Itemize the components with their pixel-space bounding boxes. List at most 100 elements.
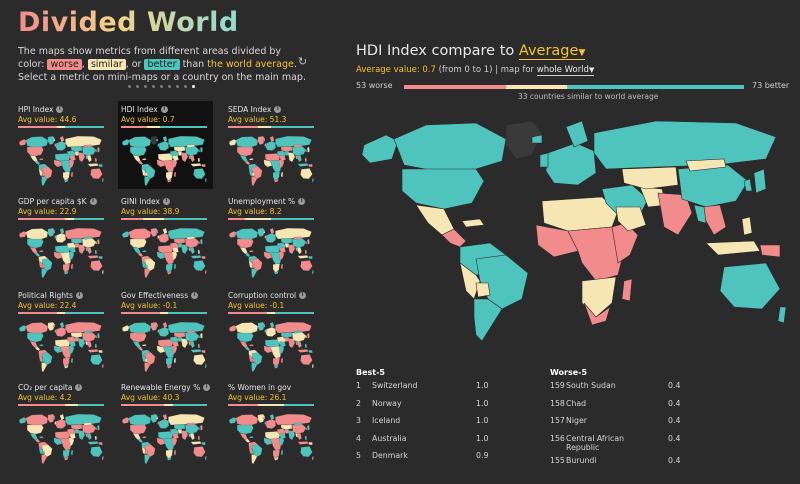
- country-arabia[interactable]: [172, 341, 179, 348]
- country-west-africa[interactable]: [263, 251, 273, 260]
- country-korea[interactable]: [743, 178, 753, 192]
- country-myanmar[interactable]: [295, 341, 298, 346]
- country-scandinavia[interactable]: [162, 414, 168, 421]
- country-west-africa[interactable]: [263, 159, 273, 168]
- country-arabia[interactable]: [69, 247, 76, 254]
- country-caribbean[interactable]: [248, 158, 254, 161]
- country-korea[interactable]: [305, 149, 307, 153]
- country-central[interactable]: [245, 346, 250, 351]
- country-bolivia[interactable]: [144, 172, 148, 177]
- country-new-zealand[interactable]: [204, 364, 207, 369]
- mini-map-card[interactable]: Gov Effectiveness i Avg value: -0.1: [121, 291, 217, 377]
- country-china[interactable]: [185, 146, 200, 156]
- mini-world-map[interactable]: [228, 410, 314, 465]
- country-west-africa[interactable]: [53, 437, 63, 446]
- country-europe[interactable]: [55, 327, 66, 337]
- country-alaska[interactable]: [122, 231, 130, 238]
- country-west-africa[interactable]: [53, 159, 63, 168]
- country-alaska[interactable]: [229, 417, 237, 424]
- country-scandinavia[interactable]: [269, 414, 275, 421]
- country-japan[interactable]: [307, 146, 310, 153]
- country-png[interactable]: [201, 350, 206, 354]
- country-south-africa[interactable]: [63, 363, 69, 369]
- country-indonesia[interactable]: [87, 441, 99, 445]
- country-philippines[interactable]: [94, 435, 97, 441]
- info-icon[interactable]: i: [56, 106, 64, 113]
- country-philippines[interactable]: [197, 157, 200, 163]
- country-iceland[interactable]: [52, 325, 56, 328]
- mini-map-card[interactable]: Unemployment % i Avg value: 8.2: [228, 197, 324, 283]
- country-australia[interactable]: [300, 446, 313, 457]
- country-myanmar[interactable]: [693, 204, 707, 224]
- scope-label[interactable]: whole World: [536, 65, 589, 75]
- country-madagascar[interactable]: [70, 357, 74, 364]
- mini-world-map[interactable]: [18, 318, 104, 373]
- country-indonesia[interactable]: [297, 255, 309, 259]
- country-mongolia[interactable]: [685, 158, 727, 172]
- country-japan[interactable]: [307, 424, 310, 431]
- scope-selector[interactable]: whole World▼: [536, 65, 595, 76]
- country-scandinavia[interactable]: [565, 120, 589, 148]
- country-greenland[interactable]: [257, 322, 266, 331]
- country-mexico[interactable]: [132, 155, 141, 163]
- country-uk[interactable]: [539, 152, 549, 168]
- country-philippines[interactable]: [197, 343, 200, 349]
- country-png[interactable]: [98, 164, 103, 168]
- country-southern-cone[interactable]: [41, 176, 48, 187]
- country-myanmar[interactable]: [188, 155, 191, 160]
- country-australia[interactable]: [300, 168, 313, 179]
- country-caribbean[interactable]: [141, 250, 147, 253]
- country-caribbean[interactable]: [248, 436, 254, 439]
- mini-map-card[interactable]: Corruption control i Avg value: -0.1: [228, 291, 324, 377]
- pager-dot[interactable]: [136, 85, 139, 88]
- country-new-zealand[interactable]: [101, 364, 104, 369]
- country-west-africa[interactable]: [263, 345, 273, 354]
- country-mexico[interactable]: [29, 155, 38, 163]
- country-australia[interactable]: [300, 260, 313, 271]
- country-central[interactable]: [35, 346, 40, 351]
- country-new-zealand[interactable]: [101, 270, 104, 275]
- country-philippines[interactable]: [197, 249, 200, 255]
- country-arabia[interactable]: [69, 341, 76, 348]
- country-southern-cone[interactable]: [251, 268, 258, 279]
- country-russia[interactable]: [168, 136, 205, 148]
- country-greenland[interactable]: [47, 322, 56, 331]
- country-canada[interactable]: [25, 322, 48, 334]
- country-new-zealand[interactable]: [311, 270, 314, 275]
- country-canada[interactable]: [235, 228, 258, 240]
- country-canada[interactable]: [128, 228, 151, 240]
- country-central-asia[interactable]: [621, 166, 679, 190]
- country-russia[interactable]: [275, 322, 312, 334]
- country-myanmar[interactable]: [85, 341, 88, 346]
- country-canada[interactable]: [235, 136, 258, 148]
- refresh-icon[interactable]: ↻: [298, 55, 308, 68]
- mini-map-card[interactable]: Political Rights i Avg value: 22.4: [18, 291, 114, 377]
- country-china[interactable]: [82, 146, 97, 156]
- country-china[interactable]: [292, 424, 307, 434]
- country-uk[interactable]: [54, 421, 57, 425]
- country-scandinavia[interactable]: [59, 414, 65, 421]
- country-south-africa[interactable]: [166, 455, 172, 461]
- country-central[interactable]: [35, 160, 40, 165]
- country-arabia[interactable]: [69, 155, 76, 162]
- country-mongolia[interactable]: [83, 236, 92, 240]
- country-uk[interactable]: [157, 329, 160, 333]
- pager-dot[interactable]: [184, 85, 187, 88]
- country-new-zealand[interactable]: [777, 306, 787, 324]
- country-iceland[interactable]: [262, 325, 266, 328]
- mini-world-map[interactable]: [228, 318, 314, 373]
- country-scandinavia[interactable]: [269, 228, 275, 235]
- country-canada[interactable]: [25, 228, 48, 240]
- country-australia[interactable]: [193, 446, 206, 457]
- country-bolivia[interactable]: [41, 172, 45, 177]
- mini-map-card[interactable]: GINI Index i Avg value: 38.9: [121, 197, 217, 283]
- country-alaska[interactable]: [19, 231, 27, 238]
- country-russia[interactable]: [65, 228, 102, 240]
- country-iceland[interactable]: [531, 134, 543, 144]
- country-southern-cone[interactable]: [41, 362, 48, 373]
- country-caribbean[interactable]: [38, 250, 44, 253]
- country-central-asia[interactable]: [70, 424, 83, 430]
- country-png[interactable]: [308, 256, 313, 260]
- country-myanmar[interactable]: [295, 247, 298, 252]
- country-greenland[interactable]: [47, 228, 56, 237]
